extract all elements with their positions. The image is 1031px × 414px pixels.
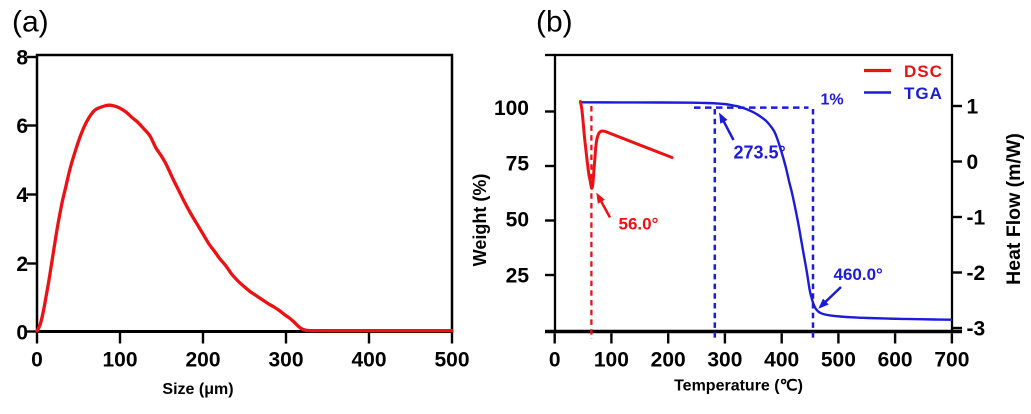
svg-text:460.0°: 460.0°: [834, 265, 884, 284]
svg-text:300: 300: [707, 349, 742, 372]
svg-text:TGA: TGA: [904, 84, 943, 103]
svg-text:200: 200: [651, 349, 686, 372]
svg-text:200: 200: [185, 349, 220, 372]
svg-text:DSC: DSC: [904, 62, 943, 81]
svg-text:-2: -2: [967, 262, 986, 285]
svg-text:0: 0: [549, 349, 561, 372]
svg-text:Temperature (℃): Temperature (℃): [674, 378, 803, 395]
svg-text:100: 100: [594, 349, 629, 372]
svg-text:300: 300: [268, 349, 303, 372]
svg-text:0: 0: [31, 349, 43, 372]
svg-text:500: 500: [434, 349, 469, 372]
svg-text:400: 400: [351, 349, 386, 372]
svg-text:(b): (b): [536, 6, 573, 39]
svg-text:8: 8: [16, 47, 28, 70]
svg-text:6: 6: [16, 115, 28, 138]
svg-text:2: 2: [16, 253, 28, 276]
svg-text:0: 0: [967, 151, 979, 174]
svg-text:Heat Flow (m/W): Heat Flow (m/W): [1003, 133, 1025, 285]
svg-text:100: 100: [102, 349, 137, 372]
svg-text:1: 1: [967, 96, 979, 119]
svg-text:600: 600: [878, 349, 913, 372]
svg-text:Size (μm): Size (μm): [162, 381, 233, 398]
svg-text:Weight (%): Weight (%): [470, 174, 490, 267]
svg-text:4: 4: [16, 184, 28, 207]
svg-text:0: 0: [16, 321, 28, 344]
svg-text:100: 100: [494, 97, 529, 120]
svg-text:400: 400: [764, 349, 799, 372]
svg-text:700: 700: [934, 349, 969, 372]
svg-text:56.0°: 56.0°: [619, 215, 659, 234]
svg-text:(a): (a): [12, 6, 49, 39]
svg-text:75: 75: [506, 153, 530, 176]
svg-text:-1: -1: [967, 207, 986, 230]
svg-text:500: 500: [821, 349, 856, 372]
svg-text:25: 25: [506, 265, 530, 288]
svg-text:273.5°: 273.5°: [734, 143, 786, 163]
svg-text:-3: -3: [967, 318, 986, 341]
svg-text:1%: 1%: [821, 92, 844, 109]
svg-text:50: 50: [506, 209, 529, 232]
